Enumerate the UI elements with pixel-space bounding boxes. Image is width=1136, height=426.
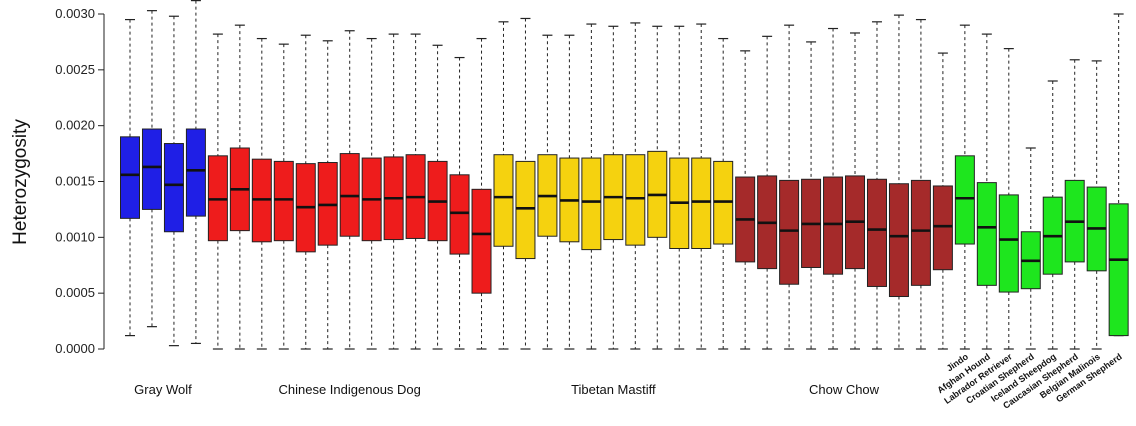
box-20 (559, 34, 580, 350)
box-32 (823, 27, 844, 350)
category-labels: Gray Wolf Chinese Indigenous Dog Tibetan M… (134, 351, 1124, 411)
iqr-box (888, 183, 909, 298)
y-axis-title: Heterozygosity (10, 119, 31, 245)
iqr-box (120, 136, 140, 219)
box-26 (691, 23, 712, 350)
box-38 (954, 24, 975, 350)
box-27 (713, 37, 734, 350)
iqr-box (779, 179, 800, 285)
box-16 (471, 37, 492, 350)
box-22 (603, 25, 624, 350)
iqr-box (515, 160, 536, 260)
group-label: Chow Chow (809, 382, 880, 397)
iqr-box (273, 160, 294, 242)
box-10 (339, 30, 360, 350)
box-17 (493, 21, 514, 350)
box-25 (669, 25, 690, 350)
box-12 (383, 33, 404, 350)
iqr-box (998, 194, 1019, 293)
box-30 (779, 24, 800, 350)
box-0 (120, 18, 140, 337)
box-2 (163, 15, 184, 347)
iqr-box (1108, 203, 1129, 337)
box-34 (866, 21, 887, 350)
y-axis: 0.0000 0.0005 0.0010 0.0015 0.0020 0.0025 0.00… (55, 6, 105, 356)
box-6 (251, 37, 272, 350)
iqr-box (581, 157, 602, 251)
iqr-box (910, 179, 931, 286)
box-8 (295, 34, 316, 350)
box-37 (932, 52, 953, 350)
box-7 (273, 43, 294, 350)
box-15 (449, 56, 470, 350)
box-14 (427, 44, 448, 350)
iqr-box (932, 185, 953, 271)
group-label: Tibetan Mastiff (571, 382, 656, 397)
box-31 (801, 41, 822, 350)
iqr-box (823, 176, 844, 275)
box-29 (757, 35, 778, 350)
box-36 (910, 18, 931, 350)
box-18 (515, 17, 536, 350)
iqr-box (449, 174, 470, 255)
box-39 (976, 33, 997, 350)
iqr-box (163, 143, 184, 233)
y-tick-label: 0.0020 (55, 118, 95, 133)
box-21 (581, 23, 602, 350)
box-44 (1086, 60, 1107, 350)
box-42 (1042, 80, 1063, 350)
y-tick-label: 0.0015 (55, 174, 95, 189)
box-4 (207, 33, 228, 350)
box-23 (625, 22, 646, 350)
box-13 (405, 33, 426, 350)
iqr-box (954, 155, 975, 245)
group-label: Gray Wolf (134, 382, 192, 397)
iqr-box (691, 157, 712, 249)
iqr-box (866, 178, 887, 287)
group-label: Chinese Indigenous Dog (279, 382, 421, 397)
iqr-box (976, 182, 997, 286)
y-tick-label: 0.0025 (55, 62, 95, 77)
y-tick-label: 0.0000 (55, 341, 95, 356)
box-41 (1020, 147, 1041, 350)
box-5 (229, 24, 250, 350)
y-tick-label: 0.0010 (55, 229, 95, 244)
iqr-box (625, 154, 646, 246)
box-40 (998, 48, 1019, 350)
box-1 (141, 10, 162, 328)
box-9 (317, 40, 338, 350)
box-43 (1064, 59, 1085, 350)
box-28 (735, 50, 756, 350)
box-3 (185, 0, 206, 345)
iqr-box (493, 154, 514, 247)
box-11 (361, 37, 382, 350)
box-45 (1108, 13, 1129, 337)
box-19 (537, 34, 558, 350)
iqr-box (141, 128, 162, 210)
y-tick-label: 0.0030 (55, 6, 95, 21)
box-24 (647, 25, 668, 350)
box-33 (845, 32, 866, 350)
iqr-box (471, 188, 492, 294)
box-35 (888, 14, 909, 350)
boxes (120, 0, 1129, 350)
iqr-box (185, 128, 206, 217)
y-tick-label: 0.0005 (55, 285, 95, 300)
